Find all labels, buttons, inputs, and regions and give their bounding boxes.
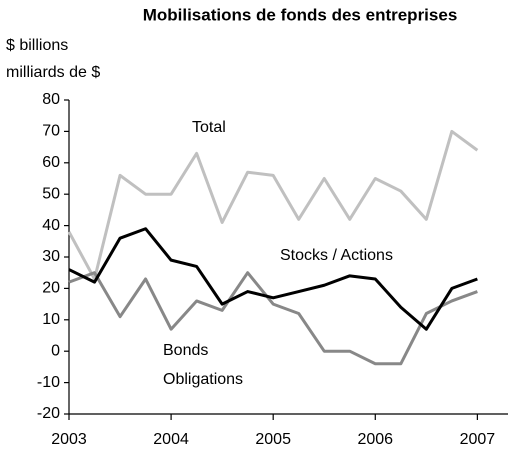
x-tick-label: 2007 — [460, 431, 496, 448]
x-tick-label: 2003 — [51, 431, 87, 448]
y-tick-label: 50 — [42, 185, 60, 202]
chart-title: Mobilisations de fonds des entreprises — [143, 5, 458, 24]
y-tick-label: 30 — [42, 248, 60, 265]
series-label: Total — [192, 119, 226, 136]
series-label: Stocks / Actions — [280, 247, 393, 264]
y-tick-label: 40 — [42, 217, 60, 234]
series-label: Obligations — [163, 371, 243, 388]
y-tick-label: 70 — [42, 123, 60, 140]
y-axis-label: milliards de $ — [6, 64, 100, 81]
series-line — [68, 227, 478, 331]
series-line — [68, 271, 478, 366]
x-tick-label: 2005 — [255, 431, 291, 448]
series-label: Bonds — [163, 342, 208, 359]
y-tick-label: 10 — [42, 311, 60, 328]
x-tick-label: 2006 — [357, 431, 393, 448]
y-tick-label: 20 — [42, 280, 60, 297]
y-tick-label: -10 — [37, 374, 60, 391]
y-tick-label: -20 — [37, 405, 60, 422]
y-tick-label: 0 — [51, 342, 60, 359]
x-tick-label: 2004 — [153, 431, 189, 448]
y-tick-label: 80 — [42, 91, 60, 108]
series-line — [67, 129, 479, 281]
y-tick-label: 60 — [42, 154, 60, 171]
y-axis-label: $ billions — [6, 37, 68, 54]
